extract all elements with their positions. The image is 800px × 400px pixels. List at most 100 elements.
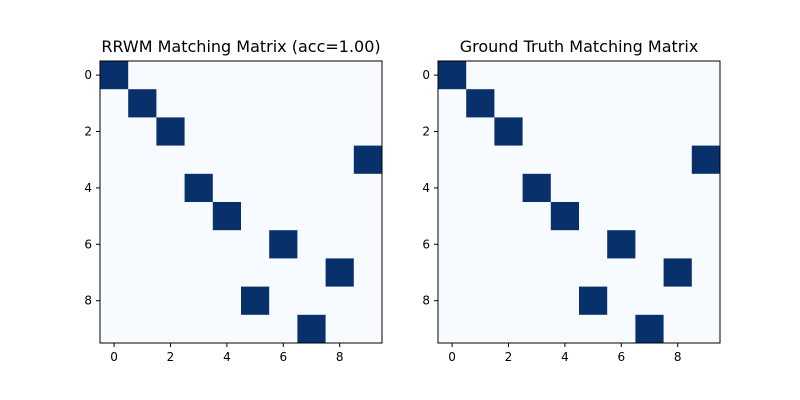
ground-truth-cell-r2-c9 (691, 117, 721, 146)
ground-truth-cell-r6-c2 (494, 230, 523, 259)
rrwm-cell-r9-c8 (325, 314, 355, 344)
rrwm-cell-r8-c1 (128, 286, 157, 316)
ground-truth-cell-r2-c5 (579, 117, 608, 146)
ground-truth-cell-r8-c0 (438, 286, 467, 316)
rrwm-cell-r1-c7 (297, 89, 326, 118)
rrwm-cell-r8-c7 (297, 286, 326, 316)
ground-truth-cell-r8-c3 (522, 286, 552, 316)
rrwm-cell-r7-c1 (128, 258, 157, 287)
ground-truth-cell-r3-c6 (607, 145, 636, 175)
rrwm-cell-r3-c3 (184, 145, 214, 175)
ground-truth-cell-r3-c5 (579, 145, 608, 175)
ground-truth-cell-r7-c0 (438, 258, 467, 287)
ground-truth-cell-r4-c2 (494, 173, 523, 203)
ground-truth-cell-r6-c6 (607, 230, 636, 259)
ground-truth-cell-r7-c3 (522, 258, 552, 287)
rrwm-cell-r5-c2 (156, 202, 185, 231)
ground-truth-cell-r6-c9 (691, 230, 721, 259)
rrwm-matrix-title: RRWM Matching Matrix (acc=1.00) (101, 37, 380, 56)
rrwm-cell-r3-c7 (297, 145, 326, 175)
ground-truth-cell-r9-c1 (466, 314, 495, 344)
rrwm-cell-r0-c4 (212, 61, 242, 90)
rrwm-cell-r4-c6 (269, 173, 298, 203)
ground-truth-cell-r5-c1 (466, 202, 495, 231)
rrwm-cell-r6-c0 (100, 230, 129, 259)
ground-truth-cell-r3-c4 (550, 145, 580, 175)
rrwm-cell-r6-c4 (212, 230, 242, 259)
ground-truth-cell-r0-c3 (522, 61, 552, 90)
rrwm-y-tick-label-4: 4 (84, 181, 92, 195)
ground-truth-cell-r4-c5 (579, 173, 608, 203)
rrwm-y-tick-label-6: 6 (84, 237, 92, 251)
rrwm-cell-r2-c4 (212, 117, 242, 146)
rrwm-x-tick-label-8: 8 (336, 350, 344, 364)
ground-truth-cell-r9-c9 (691, 314, 721, 344)
ground-truth-cell-r5-c0 (438, 202, 467, 231)
ground-truth-matrix-panel: Ground Truth Matching Matrix 0 2 4 6 8 0 2 4 6 8 (422, 37, 721, 364)
ground-truth-cell-r6-c3 (522, 230, 552, 259)
ground-truth-cell-r2-c8 (663, 117, 693, 146)
rrwm-cell-r6-c3 (184, 230, 214, 259)
rrwm-cell-r9-c9 (353, 314, 383, 344)
rrwm-cell-r2-c8 (325, 117, 355, 146)
ground-truth-cell-r0-c7 (635, 61, 664, 90)
rrwm-cell-r1-c0 (100, 89, 129, 118)
ground-truth-y-tick-label-2: 2 (422, 125, 430, 139)
ground-truth-cell-r5-c2 (494, 202, 523, 231)
rrwm-cell-r6-c6 (269, 230, 298, 259)
rrwm-cell-r5-c8 (325, 202, 355, 231)
rrwm-cell-r8-c0 (100, 286, 129, 316)
rrwm-cell-r1-c1 (128, 89, 157, 118)
ground-truth-cell-r5-c5 (579, 202, 608, 231)
rrwm-cell-r4-c3 (184, 173, 214, 203)
rrwm-cell-r3-c0 (100, 145, 129, 175)
ground-truth-cell-r3-c9 (691, 145, 721, 175)
rrwm-y-tick-label-8: 8 (84, 294, 92, 308)
rrwm-cell-r0-c0 (100, 61, 129, 90)
rrwm-cell-r1-c6 (269, 89, 298, 118)
ground-truth-cell-r8-c6 (607, 286, 636, 316)
rrwm-x-tick-label-6: 6 (279, 350, 287, 364)
rrwm-cell-r0-c6 (269, 61, 298, 90)
rrwm-cell-r4-c8 (325, 173, 355, 203)
ground-truth-cell-r4-c1 (466, 173, 495, 203)
rrwm-x-tick-label-2: 2 (167, 350, 175, 364)
rrwm-cell-r7-c5 (241, 258, 270, 287)
rrwm-cell-r4-c2 (156, 173, 185, 203)
rrwm-cell-r1-c9 (353, 89, 383, 118)
ground-truth-cell-r4-c3 (522, 173, 552, 203)
rrwm-cell-r7-c9 (353, 258, 383, 287)
ground-truth-cell-r4-c6 (607, 173, 636, 203)
ground-truth-cell-r6-c8 (663, 230, 693, 259)
ground-truth-cell-r7-c7 (635, 258, 664, 287)
ground-truth-cell-r1-c2 (494, 89, 523, 118)
ground-truth-cell-r6-c5 (579, 230, 608, 259)
rrwm-cell-r8-c5 (241, 286, 270, 316)
rrwm-cell-r8-c4 (212, 286, 242, 316)
ground-truth-cell-r0-c8 (663, 61, 693, 90)
ground-truth-cell-r4-c8 (663, 173, 693, 203)
ground-truth-cell-r9-c8 (663, 314, 693, 344)
rrwm-cell-r4-c1 (128, 173, 157, 203)
ground-truth-x-tick-label-4: 4 (561, 350, 569, 364)
ground-truth-cell-r3-c3 (522, 145, 552, 175)
rrwm-cell-r2-c9 (353, 117, 383, 146)
ground-truth-y-tick-label-4: 4 (422, 181, 430, 195)
ground-truth-axes-frame (437, 60, 721, 344)
rrwm-axes-frame (99, 60, 383, 344)
rrwm-cell-r1-c3 (184, 89, 214, 118)
rrwm-cell-r7-c7 (297, 258, 326, 287)
rrwm-cell-r0-c8 (325, 61, 355, 90)
rrwm-cell-r2-c6 (269, 117, 298, 146)
ground-truth-cell-r6-c7 (635, 230, 664, 259)
ground-truth-cell-r0-c2 (494, 61, 523, 90)
rrwm-cell-r8-c6 (269, 286, 298, 316)
rrwm-cell-r5-c7 (297, 202, 326, 231)
ground-truth-cell-r1-c7 (635, 89, 664, 118)
ground-truth-cell-r3-c1 (466, 145, 495, 175)
rrwm-cell-r6-c2 (156, 230, 185, 259)
ground-truth-cell-r0-c0 (438, 61, 467, 90)
ground-truth-cell-r7-c1 (466, 258, 495, 287)
rrwm-cell-r5-c1 (128, 202, 157, 231)
